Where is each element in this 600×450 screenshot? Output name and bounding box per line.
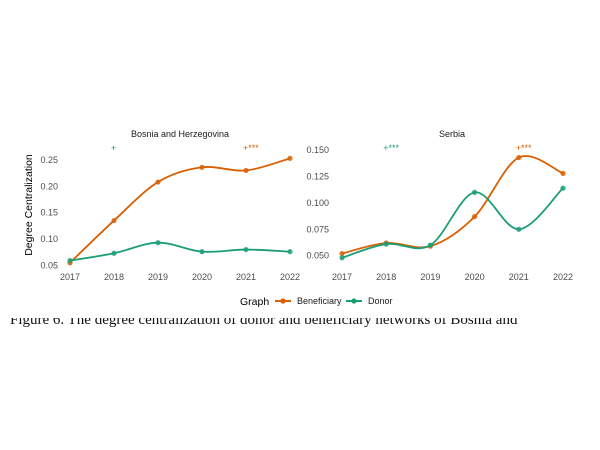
x-tick-label: 2017 xyxy=(332,272,352,282)
legend-label-beneficiary: Beneficiary xyxy=(297,296,342,306)
data-point-donor xyxy=(472,189,478,195)
x-tick-label: 2020 xyxy=(192,272,212,282)
data-point-donor xyxy=(111,250,117,256)
data-point-beneficiary xyxy=(155,179,161,185)
legend-item-beneficiary: Beneficiary xyxy=(275,296,342,306)
legend-key-marker-beneficiary xyxy=(280,298,286,304)
y-tick-label: 0.15 xyxy=(40,208,58,218)
x-tick-label: 2020 xyxy=(465,272,485,282)
chart-panel-2: Serbia 0.050 0.075 0.100 0.125 0.150 2017 2018 2… xyxy=(306,129,573,282)
data-point-donor xyxy=(383,241,389,247)
chart-panel-1: Bosnia and Herzegovina 0.05 0.10 0.15 0.20 0.… xyxy=(40,129,300,282)
y-tick-label: 0.075 xyxy=(306,224,329,234)
x-tick-label: 2022 xyxy=(280,272,300,282)
y-tick-label: 0.100 xyxy=(306,198,329,208)
data-point-beneficiary xyxy=(243,167,249,174)
data-point-beneficiary xyxy=(472,214,478,220)
y-tick-label: 0.25 xyxy=(40,155,58,165)
data-point-beneficiary xyxy=(339,250,345,257)
data-point-beneficiary xyxy=(287,155,293,161)
data-point-donor xyxy=(243,246,249,253)
data-point-donor xyxy=(287,249,293,255)
legend-key-marker-donor xyxy=(351,298,357,304)
significance-annotation: + xyxy=(111,143,116,153)
x-tick-label: 2018 xyxy=(104,272,124,282)
series-line-donor xyxy=(69,241,291,262)
y-tick-label: 0.050 xyxy=(306,251,329,261)
y-axis-label: Degree Centralization xyxy=(23,154,35,256)
legend-item-donor: Donor xyxy=(346,296,393,306)
data-point-donor xyxy=(67,258,73,264)
data-point-donor xyxy=(427,242,433,248)
data-point-donor xyxy=(155,240,161,246)
data-point-beneficiary xyxy=(516,154,522,161)
series-line-donor xyxy=(341,187,564,259)
y-tick-label: 0.150 xyxy=(306,145,329,155)
x-tick-label: 2022 xyxy=(553,272,573,282)
legend: Graph Beneficiary Donor xyxy=(240,296,393,308)
data-point-donor xyxy=(199,249,205,255)
legend-label-donor: Donor xyxy=(368,296,393,306)
x-tick-label: 2021 xyxy=(509,272,529,282)
data-point-beneficiary xyxy=(111,217,117,224)
data-point-beneficiary xyxy=(199,164,205,170)
significance-annotation: +*** xyxy=(383,143,399,153)
y-tick-label: 0.10 xyxy=(40,234,58,244)
figure-caption-text: Figure 6. The degree centralization of d… xyxy=(10,318,518,328)
y-tick-label: 0.05 xyxy=(40,260,58,270)
significance-annotation: +*** xyxy=(243,143,259,153)
x-tick-label: 2017 xyxy=(60,272,80,282)
y-tick-label: 0.20 xyxy=(40,181,58,191)
data-point-donor xyxy=(339,255,345,261)
data-point-donor xyxy=(516,226,522,232)
x-tick-label: 2019 xyxy=(420,272,440,282)
y-tick-label: 0.125 xyxy=(306,172,329,182)
significance-annotation: +*** xyxy=(516,143,532,153)
panel-title: Serbia xyxy=(439,129,465,139)
x-tick-label: 2019 xyxy=(148,272,168,282)
x-tick-label: 2018 xyxy=(376,272,396,282)
x-tick-label: 2021 xyxy=(236,272,256,282)
series-line-beneficiary xyxy=(341,155,564,255)
data-point-donor xyxy=(560,185,566,191)
series-line-beneficiary xyxy=(69,157,291,264)
panel-title: Bosnia and Herzegovina xyxy=(131,129,229,139)
data-point-beneficiary xyxy=(560,170,566,176)
figure-caption: Figure 6. The degree centralization of d… xyxy=(10,318,590,329)
legend-title: Graph xyxy=(240,296,269,308)
